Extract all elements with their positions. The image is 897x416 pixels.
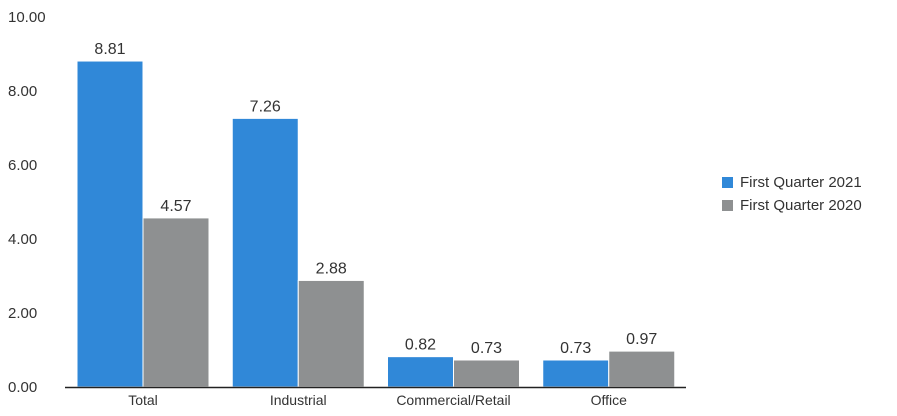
x-axis-labels: Total Industrial Commercial/Retail Office <box>128 392 627 408</box>
legend-item-series-2: First Quarter 2020 <box>722 195 862 215</box>
bar <box>297 279 365 388</box>
data-label: 4.57 <box>160 198 191 215</box>
legend-swatch-series-1 <box>722 176 733 188</box>
x-tick-label: Commercial/Retail <box>396 392 510 408</box>
bar <box>142 217 210 388</box>
x-tick-label: Total <box>128 392 158 408</box>
legend: First Quarter 2021 First Quarter 2020 <box>722 172 862 218</box>
legend-label-series-2: First Quarter 2020 <box>740 196 862 214</box>
bar <box>387 356 454 388</box>
x-tick-label: Office <box>591 392 628 408</box>
data-label: 8.81 <box>94 41 125 58</box>
y-axis-ticks: 0.00 2.00 4.00 6.00 8.00 10.00 <box>8 9 46 396</box>
data-label: 2.88 <box>316 260 347 277</box>
y-tick-label: 4.00 <box>8 231 37 248</box>
data-label: 0.73 <box>471 340 502 357</box>
legend-swatch-series-2 <box>722 199 733 211</box>
data-labels-group: 8.81 4.57 7.26 2.88 0.82 0.73 0.73 0.97 <box>94 41 657 357</box>
y-tick-label: 8.00 <box>8 83 37 100</box>
bar <box>453 359 520 388</box>
bar <box>76 60 144 388</box>
data-label: 0.97 <box>626 331 657 348</box>
bar <box>542 359 610 388</box>
bar <box>608 350 676 388</box>
x-tick-label: Industrial <box>270 392 327 408</box>
legend-item-series-1: First Quarter 2021 <box>722 172 862 192</box>
data-label: 7.26 <box>250 98 281 115</box>
y-tick-label: 2.00 <box>8 305 37 322</box>
bars-group <box>76 60 676 388</box>
bar <box>231 117 299 388</box>
y-tick-label: 10.00 <box>8 9 46 26</box>
data-label: 0.82 <box>405 337 436 354</box>
y-tick-label: 6.00 <box>8 157 37 174</box>
legend-label-series-1: First Quarter 2021 <box>740 173 862 191</box>
data-label: 0.73 <box>560 340 591 357</box>
y-tick-label: 0.00 <box>8 379 37 396</box>
